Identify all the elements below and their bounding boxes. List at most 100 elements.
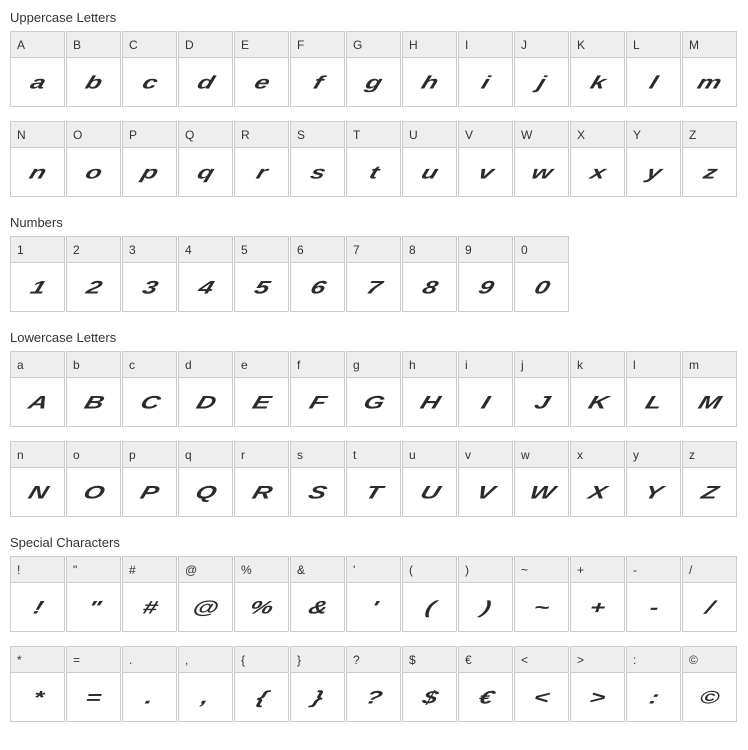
- glyph-container: ,: [179, 673, 232, 721]
- char-cell: jJ: [514, 351, 569, 427]
- glyph: ": [84, 596, 102, 618]
- char-label: H: [403, 32, 456, 58]
- char-label: G: [347, 32, 400, 58]
- glyph: N: [25, 481, 50, 503]
- char-label: y: [627, 442, 680, 468]
- section: Uppercase LettersAaBbCcDdEeFfGgHhIiJjKkL…: [10, 10, 738, 197]
- glyph: j: [535, 71, 548, 93]
- char-label: I: [459, 32, 512, 58]
- glyph-container: /: [683, 583, 736, 631]
- glyph-container: m: [683, 58, 736, 106]
- char-cell: qQ: [178, 441, 233, 517]
- char-label: T: [347, 122, 400, 148]
- glyph-container: j: [515, 58, 568, 106]
- glyph-container: w: [515, 148, 568, 196]
- glyph: L: [643, 391, 665, 413]
- section: Special Characters!!""##@@%%&&''(())~~++…: [10, 535, 738, 722]
- glyph-container: -: [627, 583, 680, 631]
- glyph-container: P: [123, 468, 176, 516]
- char-cell: bB: [66, 351, 121, 427]
- char-cell: Jj: [514, 31, 569, 107]
- glyph-container: u: [403, 148, 456, 196]
- glyph: X: [586, 481, 609, 503]
- glyph-container: @: [179, 583, 232, 631]
- glyph: ?: [363, 686, 385, 708]
- glyph: T: [363, 481, 385, 503]
- glyph: -: [646, 596, 661, 618]
- char-cell: 77: [346, 236, 401, 312]
- glyph: Z: [699, 481, 721, 503]
- char-row: !!""##@@%%&&''(())~~++--//: [10, 556, 738, 632]
- glyph: $: [419, 686, 440, 708]
- char-cell: @@: [178, 556, 233, 632]
- char-label: ": [67, 557, 120, 583]
- char-cell: 88: [402, 236, 457, 312]
- glyph-container: L: [627, 378, 680, 426]
- char-label: n: [11, 442, 64, 468]
- char-cell: kK: [570, 351, 625, 427]
- glyph-container: C: [123, 378, 176, 426]
- char-cell: Zz: [682, 121, 737, 197]
- glyph: G: [360, 391, 386, 413]
- glyph-container: }: [291, 673, 344, 721]
- glyph: M: [696, 391, 724, 413]
- char-cell: ,,: [178, 646, 233, 722]
- char-label: i: [459, 352, 512, 378]
- glyph-container: x: [571, 148, 624, 196]
- glyph-container: :: [627, 673, 680, 721]
- char-cell: Ss: [290, 121, 345, 197]
- char-cell: ©©: [682, 646, 737, 722]
- char-label: Z: [683, 122, 736, 148]
- glyph-container: a: [11, 58, 64, 106]
- glyph: D: [193, 391, 218, 413]
- glyph-container: R: [235, 468, 288, 516]
- char-cell: Rr: [234, 121, 289, 197]
- glyph-container: I: [459, 378, 512, 426]
- glyph: i: [479, 71, 492, 93]
- char-cell: )): [458, 556, 513, 632]
- char-label: 8: [403, 237, 456, 263]
- glyph-container: M: [683, 378, 736, 426]
- char-cell: **: [10, 646, 65, 722]
- glyph: =: [83, 686, 104, 708]
- char-label: *: [11, 647, 64, 673]
- glyph: k: [587, 71, 608, 93]
- glyph-container: .: [123, 673, 176, 721]
- glyph-container: D: [179, 378, 232, 426]
- glyph-container: V: [459, 468, 512, 516]
- glyph: 4: [195, 276, 216, 298]
- glyph-container: g: [347, 58, 400, 106]
- glyph: :: [646, 686, 661, 708]
- char-label: F: [291, 32, 344, 58]
- glyph-container: ": [67, 583, 120, 631]
- char-cell: !!: [10, 556, 65, 632]
- char-cell: 00: [514, 236, 569, 312]
- char-cell: "": [66, 556, 121, 632]
- glyph-container: W: [515, 468, 568, 516]
- char-cell: gG: [346, 351, 401, 427]
- glyph-container: p: [123, 148, 176, 196]
- glyph: R: [249, 481, 274, 503]
- char-row: NnOoPpQqRrSsTtUuVvWwXxYyZz: [10, 121, 738, 197]
- glyph: ~: [531, 596, 552, 618]
- char-cell: pP: [122, 441, 177, 517]
- char-cell: dD: [178, 351, 233, 427]
- char-cell: Qq: [178, 121, 233, 197]
- char-cell: Bb: [66, 31, 121, 107]
- glyph-container: d: [179, 58, 232, 106]
- char-label: e: [235, 352, 288, 378]
- char-cell: <<: [514, 646, 569, 722]
- glyph-container: >: [571, 673, 624, 721]
- char-label: 2: [67, 237, 120, 263]
- glyph-container: z: [683, 148, 736, 196]
- char-label: 7: [347, 237, 400, 263]
- glyph-container: y: [627, 148, 680, 196]
- char-label: L: [627, 32, 680, 58]
- char-label: ©: [683, 647, 736, 673]
- glyph: l: [647, 71, 660, 93]
- char-label: z: [683, 442, 736, 468]
- glyph-container: b: [67, 58, 120, 106]
- glyph: V: [474, 481, 497, 503]
- char-cell: tT: [346, 441, 401, 517]
- glyph: C: [137, 391, 162, 413]
